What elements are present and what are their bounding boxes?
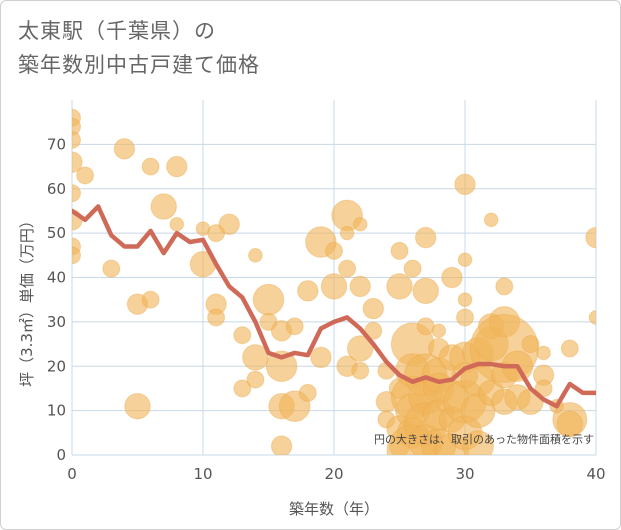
bubble-point bbox=[588, 310, 596, 325]
bubble-point bbox=[246, 370, 265, 389]
bubble-point bbox=[483, 212, 499, 228]
bubble-size-note: 円の大きさは、取引のあった物件面積を示す bbox=[374, 432, 594, 446]
chart-title-line-2: 築年数別中古戸建て価格 bbox=[18, 53, 260, 77]
bubble-point bbox=[416, 317, 435, 336]
y-tick-label: 50 bbox=[47, 224, 66, 242]
bubble-point bbox=[325, 241, 343, 260]
x-tick-label: 0 bbox=[67, 465, 77, 483]
bubble-point bbox=[352, 216, 368, 232]
tick-labels: 0 10 20 30 40 0 10 20 30 40 50 60 70 bbox=[47, 135, 606, 483]
bubble-point bbox=[310, 346, 332, 369]
chart-title-line-1: 太東駅（千葉県）の bbox=[18, 19, 216, 43]
x-axis-label: 築年数（年） bbox=[289, 500, 379, 518]
bubble-point bbox=[72, 130, 81, 149]
trend-line-series bbox=[72, 204, 596, 409]
x-tick-label: 40 bbox=[586, 465, 605, 483]
bubble-point bbox=[386, 273, 413, 300]
bubble-point bbox=[72, 184, 81, 203]
bubble-point bbox=[346, 335, 374, 362]
bubble-point bbox=[454, 173, 476, 196]
bubble-point bbox=[415, 226, 437, 249]
bubble-point bbox=[285, 317, 304, 336]
bubble-point bbox=[560, 339, 579, 358]
bubble-point bbox=[252, 283, 285, 316]
bubble-point bbox=[248, 248, 263, 263]
bubble-point bbox=[233, 326, 252, 345]
bubble-point bbox=[536, 345, 551, 361]
bubble-point bbox=[495, 277, 514, 296]
y-tick-label: 30 bbox=[47, 313, 66, 331]
bubble-point bbox=[462, 430, 494, 455]
bubble-point bbox=[233, 379, 252, 398]
bubble-point bbox=[102, 259, 121, 278]
bubble-point bbox=[338, 259, 357, 278]
bubble-point bbox=[585, 226, 596, 249]
bubble-point bbox=[297, 280, 319, 302]
bubble-point bbox=[556, 410, 584, 438]
bubble-point bbox=[270, 435, 293, 455]
bubble-point bbox=[403, 259, 422, 278]
bubble-point bbox=[141, 290, 160, 309]
bubble-point bbox=[390, 241, 409, 260]
y-tick-label: 40 bbox=[47, 269, 66, 287]
bubble-point bbox=[207, 308, 226, 327]
bubble-point bbox=[320, 273, 348, 300]
bubble-point bbox=[351, 361, 370, 380]
bubble-point bbox=[169, 216, 185, 232]
bubble-point bbox=[150, 193, 177, 220]
bubble-point bbox=[72, 246, 81, 265]
bubble-point bbox=[349, 275, 371, 298]
bubble-point bbox=[76, 166, 95, 185]
bubble-point bbox=[113, 138, 136, 160]
bubble-point bbox=[457, 252, 473, 268]
bubble-point bbox=[412, 277, 439, 305]
bubble-point bbox=[218, 213, 240, 235]
y-tick-label: 20 bbox=[47, 357, 66, 375]
bubble-point bbox=[298, 383, 317, 402]
y-tick-label: 70 bbox=[47, 135, 66, 153]
x-tick-label: 10 bbox=[193, 465, 212, 483]
trend-line bbox=[72, 204, 596, 409]
bubble-point bbox=[242, 344, 269, 371]
bubble-point bbox=[362, 297, 384, 320]
bubble-point bbox=[166, 155, 188, 178]
y-tick-label: 10 bbox=[47, 402, 66, 420]
y-tick-label: 0 bbox=[56, 446, 66, 464]
bubble-point bbox=[141, 157, 160, 176]
chart-title: 太東駅（千葉県）の 築年数別中古戸建て価格 bbox=[18, 14, 260, 82]
bubble-point bbox=[521, 335, 540, 354]
bubble-point bbox=[456, 308, 474, 327]
x-tick-label: 30 bbox=[455, 465, 474, 483]
bubble-point bbox=[339, 225, 355, 241]
x-tick-label: 20 bbox=[324, 465, 343, 483]
y-tick-label: 60 bbox=[47, 180, 66, 198]
bubble-point bbox=[441, 266, 463, 289]
bubble-point bbox=[72, 151, 83, 173]
bubble-point bbox=[124, 392, 151, 420]
bubble-point bbox=[265, 350, 298, 383]
bubble-point bbox=[431, 323, 447, 339]
bubble-point bbox=[457, 292, 473, 307]
y-axis-label: 坪（3.3㎡）単価（万円） bbox=[18, 213, 36, 387]
bubble-point bbox=[72, 117, 81, 136]
